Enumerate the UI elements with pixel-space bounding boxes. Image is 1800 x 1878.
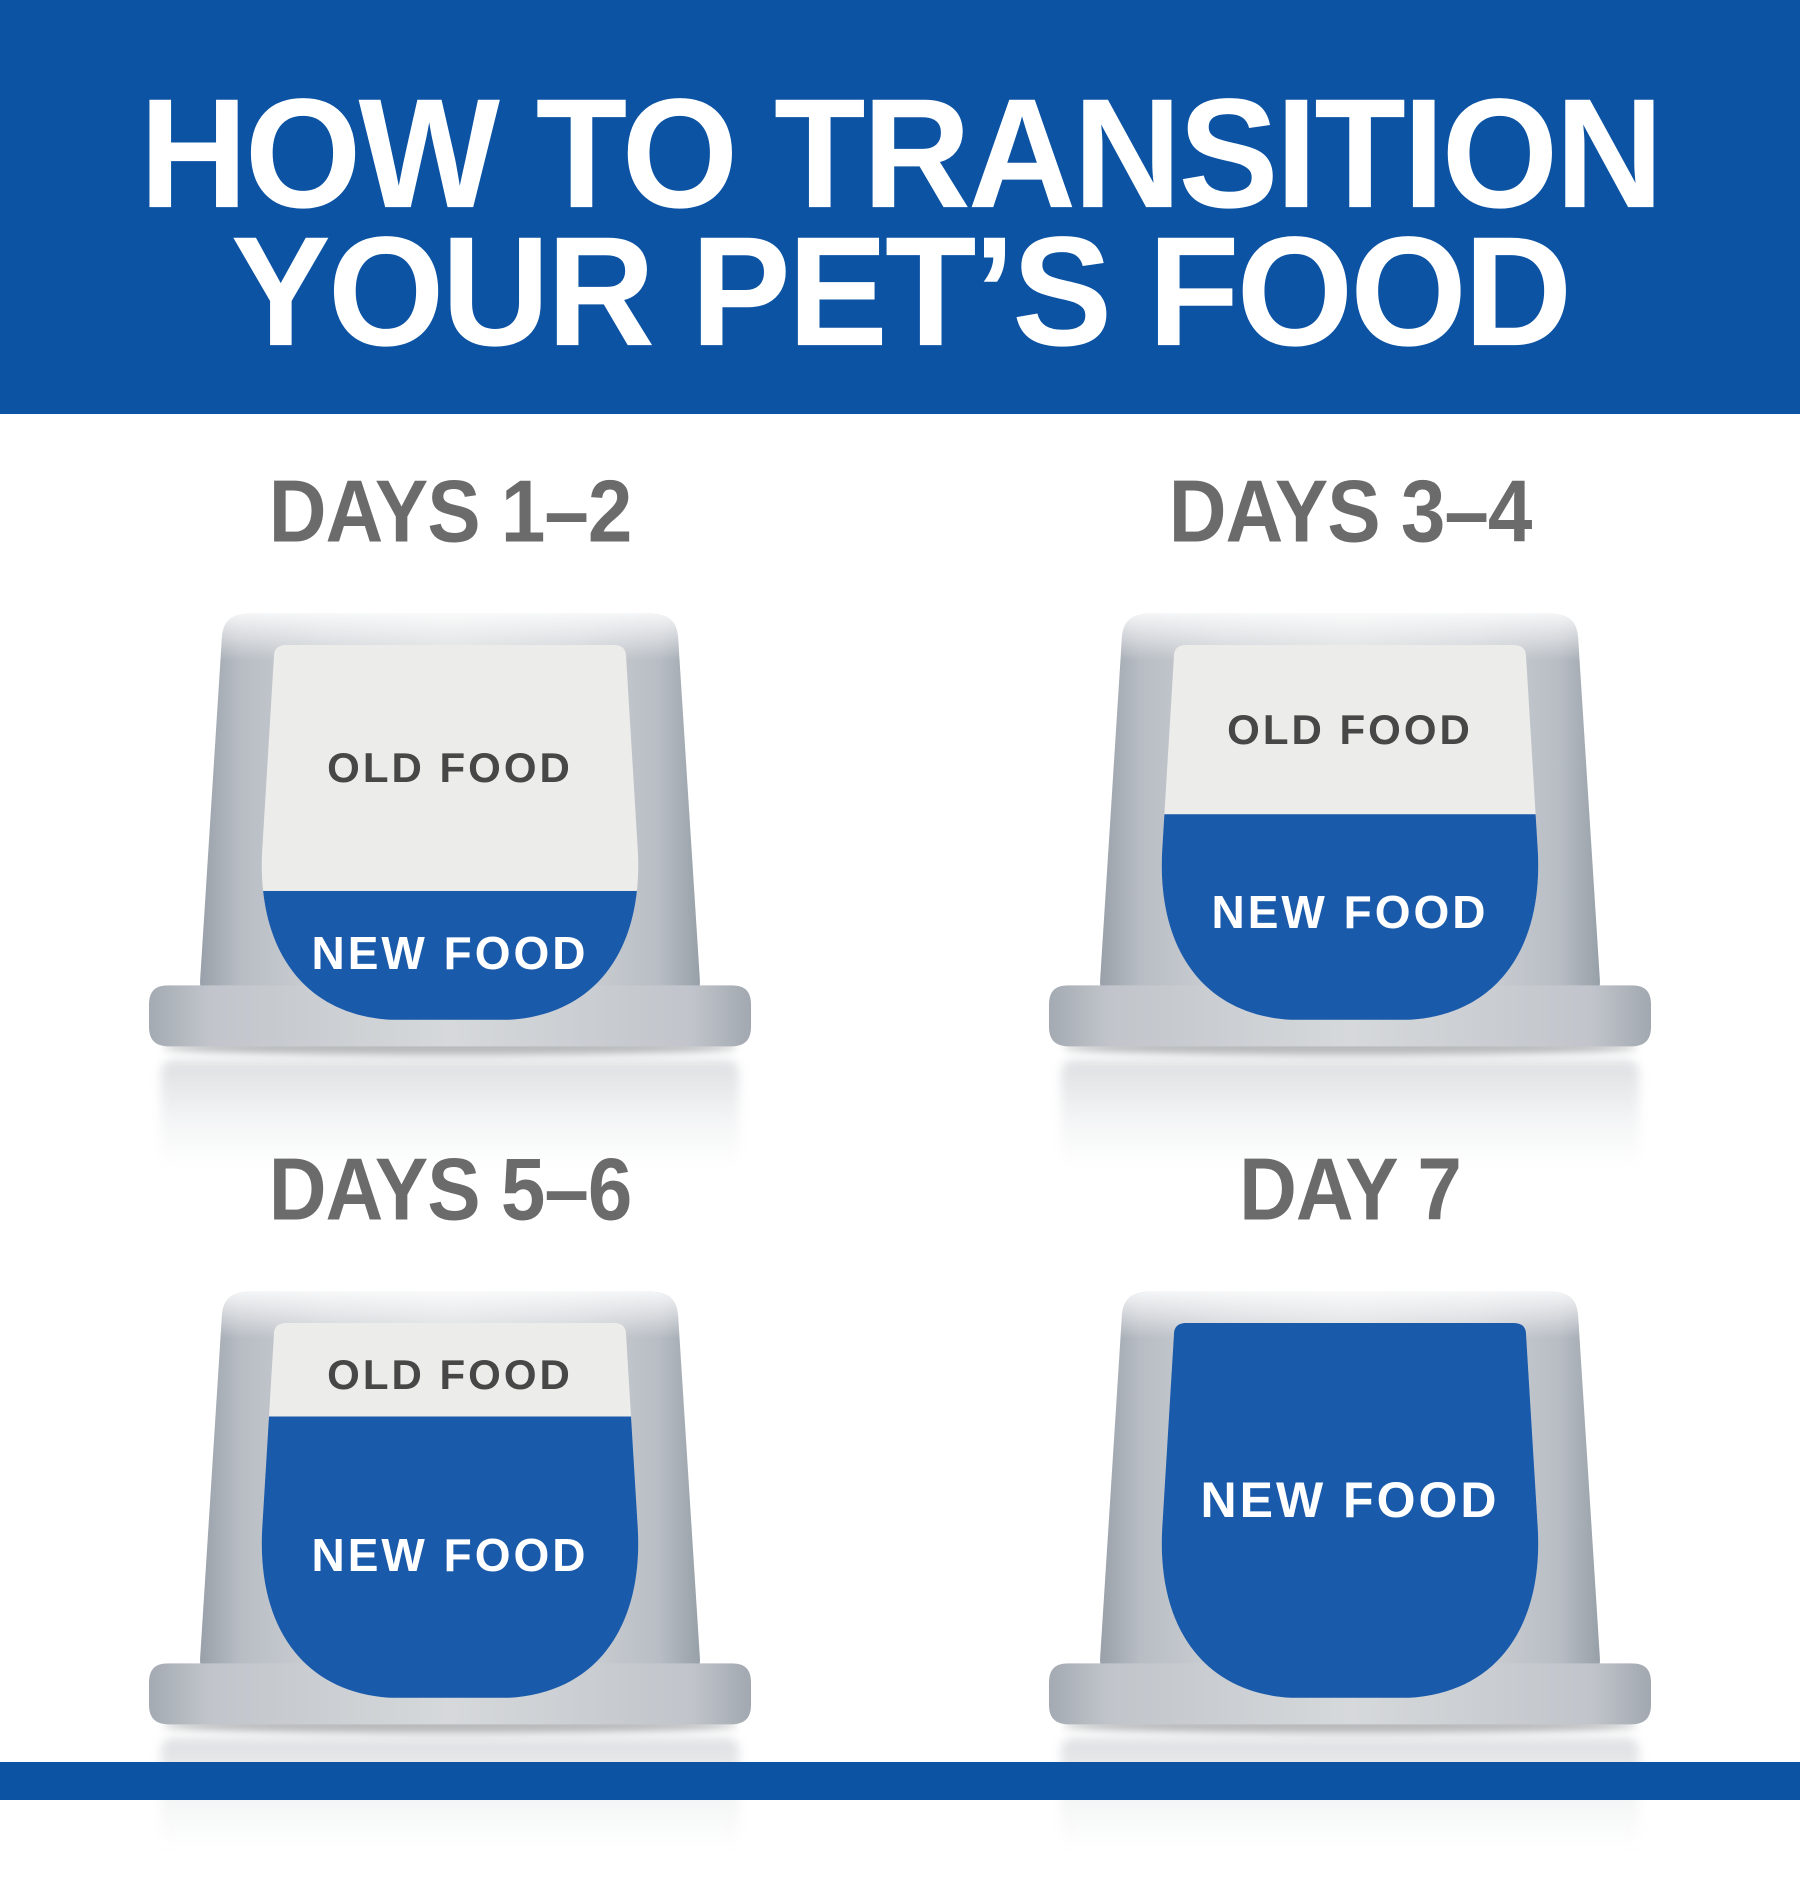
bowl-reflection xyxy=(161,1738,739,1878)
header-banner: HOW TO TRANSITION YOUR PET’S FOOD xyxy=(0,0,1800,414)
new-food-label: NEW FOOD xyxy=(1200,1472,1500,1528)
bowl-illustration xyxy=(1048,1291,1652,1734)
panel-days-3-4: DAYS 3–4 OLD FOOD NEW FOOD xyxy=(900,456,1800,1200)
page-title-line-1: HOW TO TRANSITION xyxy=(139,65,1663,241)
bowl-days-5-6: OLD FOOD NEW FOOD xyxy=(135,1266,765,1878)
new-food-fill xyxy=(1161,814,1539,1020)
panel-day-7: DAY 7 NEW FOOD xyxy=(900,1134,1800,1878)
day-heading: DAY 7 xyxy=(1239,1140,1462,1239)
bowl-illustration xyxy=(148,1291,752,1734)
bowl-days-3-4: OLD FOOD NEW FOOD xyxy=(1035,588,1665,1200)
new-food-fill xyxy=(261,890,639,1020)
bowl-reflection xyxy=(1061,1738,1639,1878)
new-food-label: NEW FOOD xyxy=(311,927,589,979)
new-food-fill xyxy=(1161,1323,1539,1698)
day-heading: DAYS 1–2 xyxy=(268,462,633,561)
new-food-label: NEW FOOD xyxy=(311,1529,589,1581)
bowl-illustration xyxy=(148,613,752,1056)
panel-days-1-2: DAYS 1–2 OLD FOOD NEW FOOD xyxy=(0,456,900,1200)
bowl-day-7: NEW FOOD xyxy=(1035,1266,1665,1878)
old-food-label: OLD FOOD xyxy=(327,1351,573,1398)
panel-days-5-6: DAYS 5–6 OLD FOOD NEW FOOD xyxy=(0,1134,900,1878)
page-title-line-2: YOUR PET’S FOOD xyxy=(230,203,1572,379)
day-heading: DAYS 3–4 xyxy=(1168,462,1533,561)
new-food-label: NEW FOOD xyxy=(1211,886,1489,938)
old-food-label: OLD FOOD xyxy=(1227,706,1473,753)
panels-grid: DAYS 1–2 OLD FOOD NEW FOOD DA xyxy=(0,414,1800,1878)
footer-strip xyxy=(0,1762,1800,1800)
old-food-label: OLD FOOD xyxy=(327,744,573,791)
bowl-days-1-2: OLD FOOD NEW FOOD xyxy=(135,588,765,1200)
day-heading: DAYS 5–6 xyxy=(268,1140,633,1239)
new-food-fill xyxy=(261,1416,639,1698)
bowl-illustration xyxy=(1048,613,1652,1056)
